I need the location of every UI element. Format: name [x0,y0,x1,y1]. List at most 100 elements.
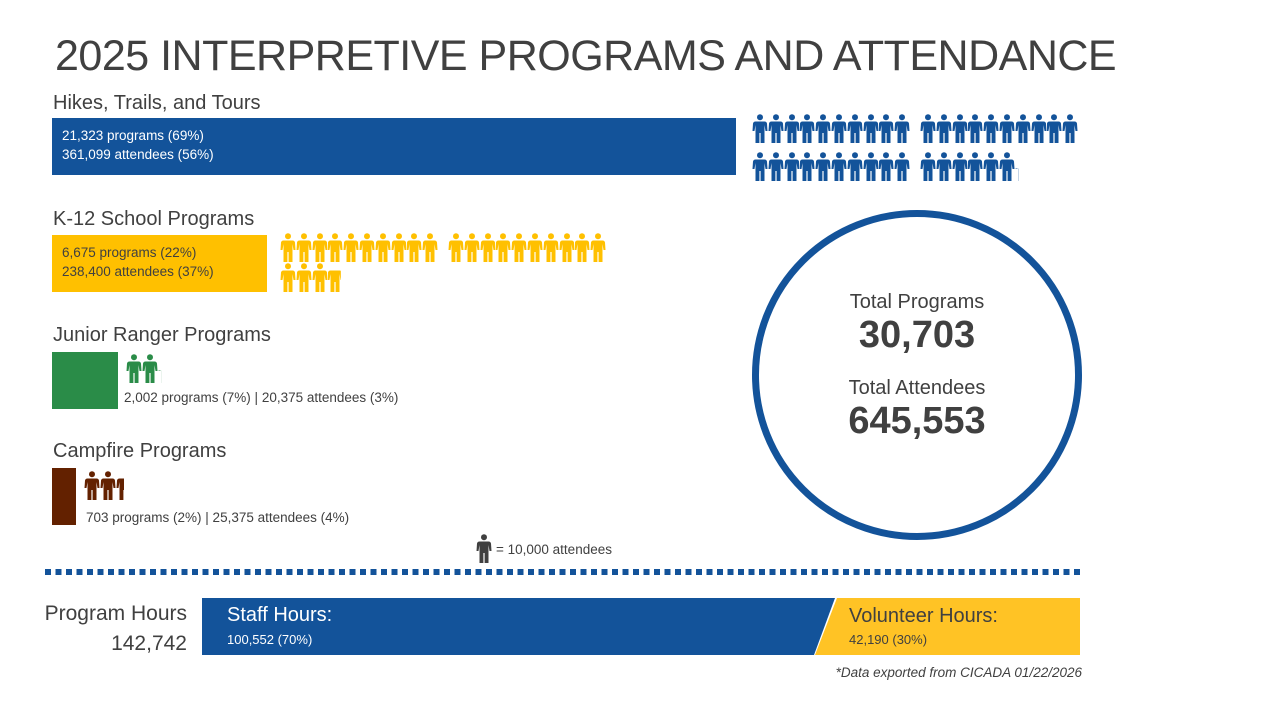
person-icon [343,233,359,263]
staff-hours-value: 100,552 (70%) [227,632,313,647]
k12-person-icons [280,233,620,293]
person-icon [448,233,464,263]
hikes-label: Hikes, Trails, and Tours [53,92,261,114]
person-icon [574,233,590,263]
person-icon [878,152,894,182]
person-icon [768,114,784,144]
junior-bar [52,352,118,409]
person-icon [312,233,328,263]
person-icon [936,152,952,182]
person-icon [831,114,847,144]
footnote: *Data exported from CICADA 01/22/2026 [835,665,1082,680]
volunteer-hours-label: Volunteer Hours: [849,605,998,627]
person-icon [863,114,879,144]
hikes-programs: 21,323 programs (69%) [62,128,204,143]
person-icon [784,114,800,144]
person-icon [936,114,952,144]
person-icon [391,233,407,263]
person-icon [142,354,158,384]
person-icon [999,114,1015,144]
person-icon [815,152,831,182]
staff-hours-bar: Staff Hours: 100,552 (70%) [202,598,835,655]
divider-dotted [45,569,1081,575]
person-icon [527,233,543,263]
person-icon [815,114,831,144]
junior-label: Junior Ranger Programs [53,324,271,346]
partial-person-icon [327,270,341,294]
person-icon [495,233,511,263]
person-icon [799,152,815,182]
person-icon [543,233,559,263]
person-icon [312,263,328,293]
icon-group-gap [910,152,920,182]
person-icon [296,263,312,293]
volunteer-hours-value: 42,190 (30%) [849,632,928,647]
k12-label: K-12 School Programs [53,208,255,230]
person-icon [296,233,312,263]
icon-group-gap [910,114,920,144]
campfire-label: Campfire Programs [53,440,227,462]
staff-hours-label: Staff Hours: [227,604,333,626]
program-hours: Program Hours 142,742 [20,599,187,659]
junior-summary: 2,002 programs (7%) | 20,375 attendees (… [124,390,399,405]
legend-text: = 10,000 attendees [496,542,612,557]
person-icon [863,152,879,182]
campfire-bar [52,468,76,525]
partial-person-icon [1015,168,1019,183]
person-icon [920,114,936,144]
person-icon [126,354,142,384]
person-icon [983,152,999,182]
person-icon [480,233,496,263]
total-programs-value: 30,703 [858,314,976,356]
partial-person-icon [116,478,125,502]
person-icon [559,233,575,263]
person-icon [375,233,391,263]
person-icon [511,233,527,263]
person-icon [967,114,983,144]
total-programs-label: Total Programs [849,291,985,313]
person-icon [100,471,116,501]
person-icon [1015,114,1031,144]
hikes-attendees: 361,099 attendees (56%) [62,147,214,162]
person-icon [752,152,768,182]
k12-programs: 6,675 programs (22%) [62,245,197,260]
person-icon [878,114,894,144]
campfire-summary: 703 programs (2%) | 25,375 attendees (4%… [86,510,350,525]
person-icon [999,152,1015,182]
program-hours-label: Program Hours [44,602,187,625]
person-icon [359,233,375,263]
person-icon [847,114,863,144]
person-icon [464,233,480,263]
partial-person-icon [158,370,162,385]
person-icon [799,114,815,144]
hikes-bar: 21,323 programs (69%) 361,099 attendees … [52,118,736,175]
page-title: 2025 INTERPRETIVE PROGRAMS AND ATTENDANC… [55,32,1117,80]
person-icon [280,233,296,263]
total-attendees-label: Total Attendees [848,377,986,399]
person-icon [952,152,968,182]
icon-group-gap [438,233,448,263]
person-icon [422,233,438,263]
person-icon [952,114,968,144]
hikes-person-icons [752,114,1092,182]
person-icon [590,233,606,263]
person-icon [768,152,784,182]
person-icon [983,114,999,144]
person-icon [831,152,847,182]
person-icon [1062,114,1078,144]
person-icon [920,152,936,182]
person-icon [847,152,863,182]
person-legend-icon [476,534,492,564]
person-icon [894,152,910,182]
person-icon [1031,114,1047,144]
person-icon [1046,114,1062,144]
total-attendees-value: 645,553 [848,400,986,442]
person-icon [967,152,983,182]
campfire-person-icons [84,471,284,501]
totals-circle: Total Programs 30,703 Total Attendees 64… [752,210,1082,540]
person-icon [327,233,343,263]
person-icon [752,114,768,144]
k12-bar: 6,675 programs (22%) 238,400 attendees (… [52,235,267,292]
junior-person-icons [126,354,326,384]
